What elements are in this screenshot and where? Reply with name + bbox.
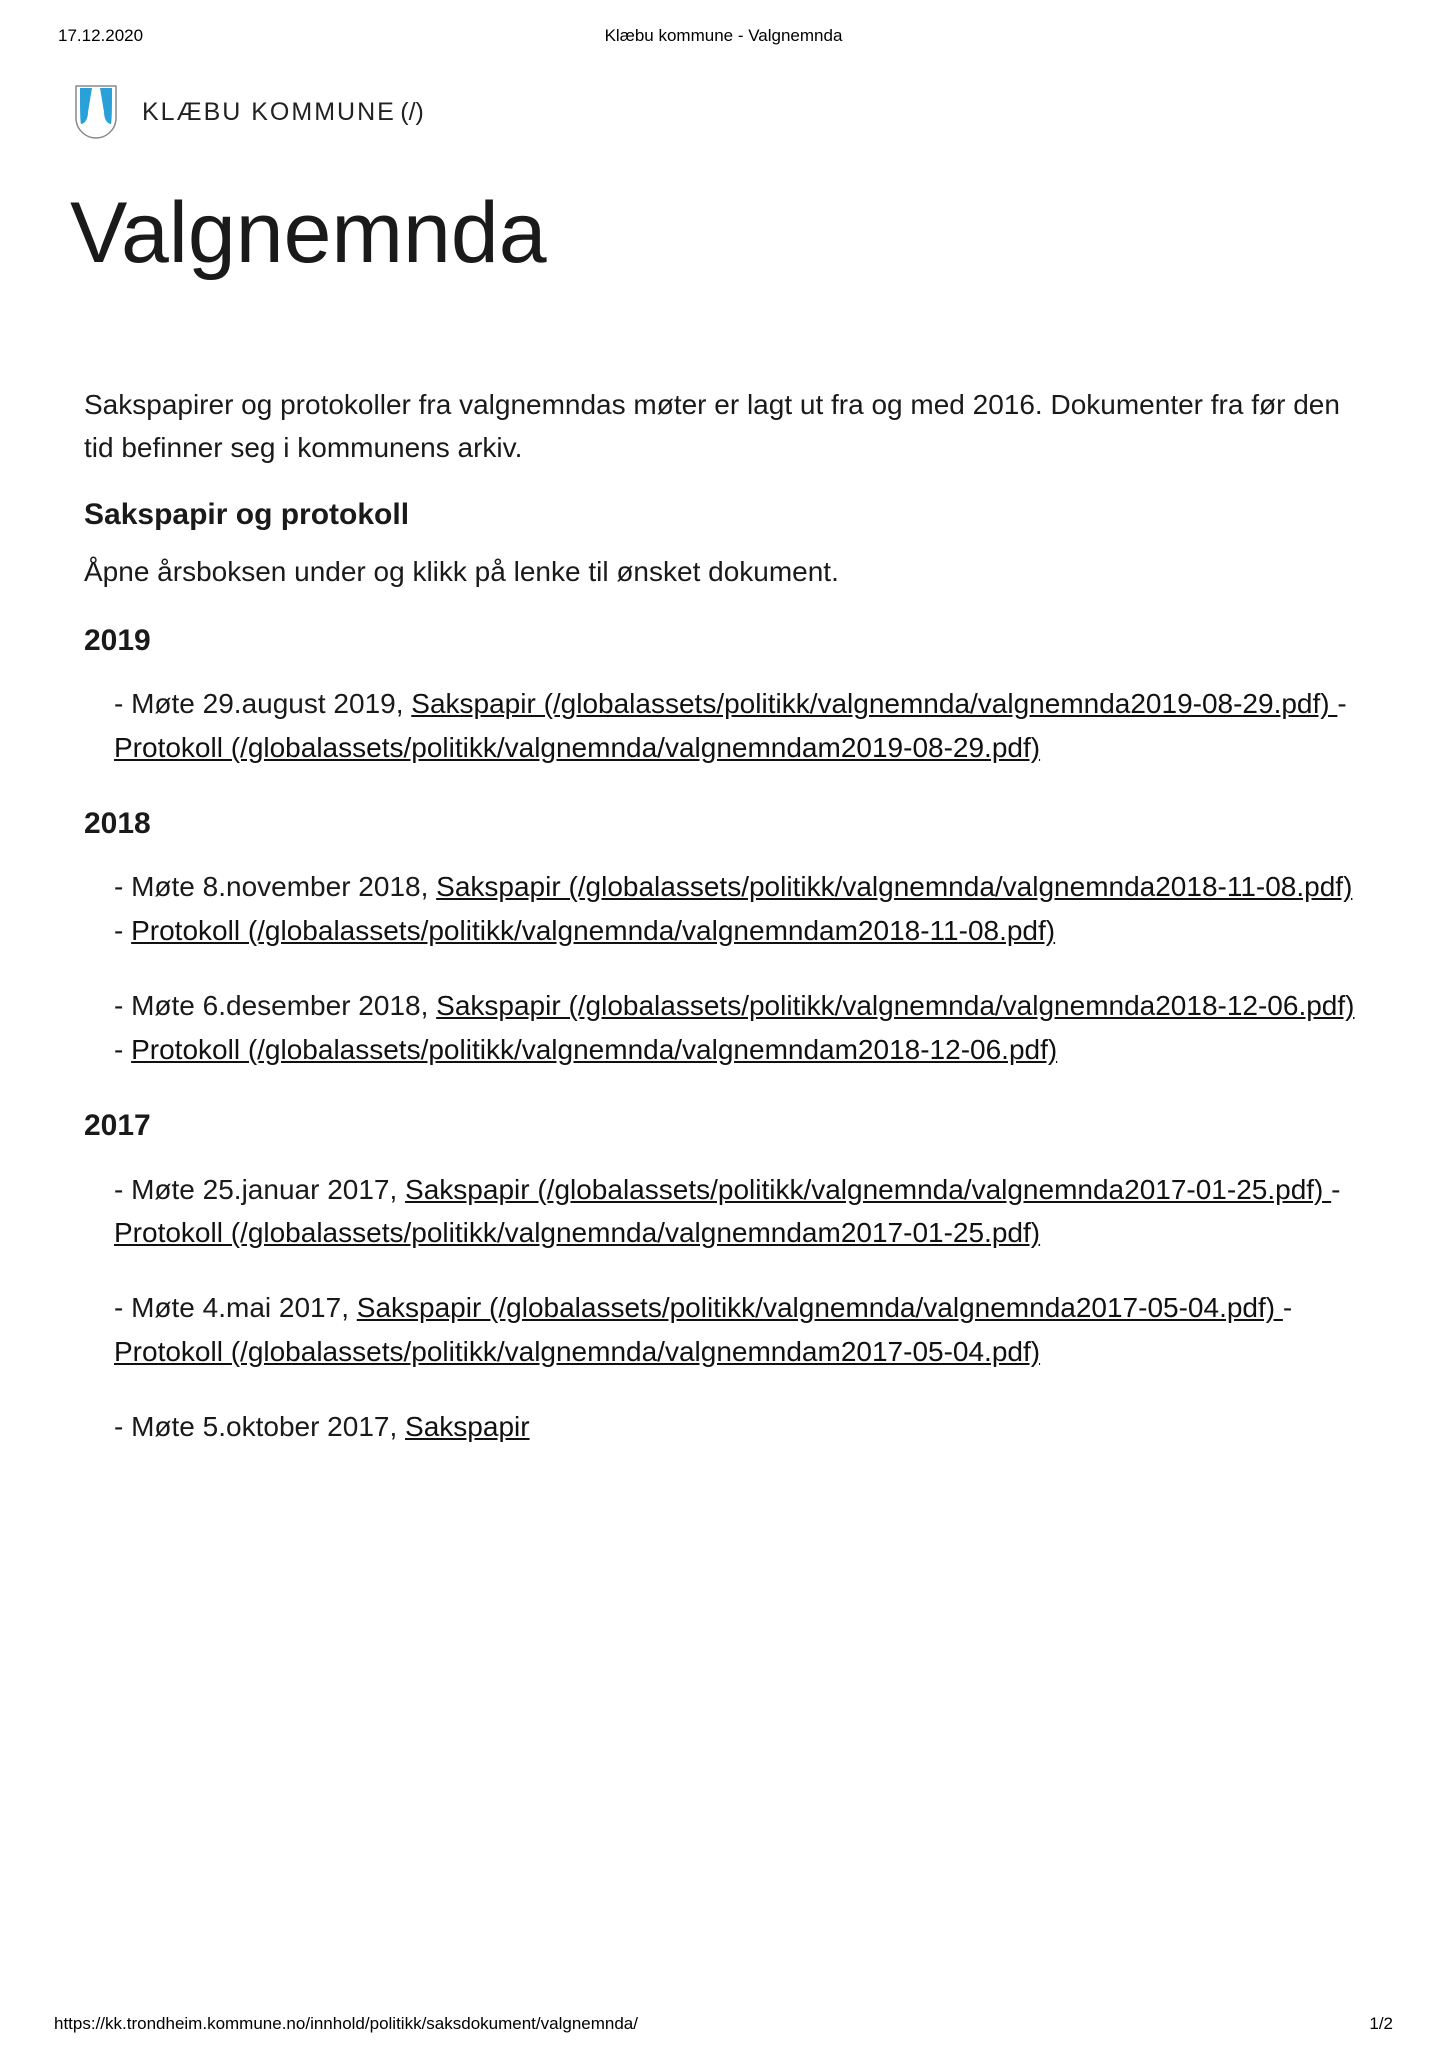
year-section: 2017 - Møte 25.januar 2017, Sakspapir (/g…: [84, 1103, 1363, 1448]
print-footer: https://kk.trondheim.kommune.no/innhold/…: [54, 2014, 1393, 2034]
meeting-item: - Møte 6.desember 2018, Sakspapir (/glob…: [114, 984, 1363, 1071]
meeting-item: - Møte 4.mai 2017, Sakspapir (/globalass…: [114, 1286, 1363, 1373]
meeting-item: - Møte 25.januar 2017, Sakspapir (/globa…: [114, 1168, 1363, 1255]
meeting-prefix: - Møte 25.januar 2017,: [114, 1174, 405, 1205]
year-section: 2019 - Møte 29.august 2019, Sakspapir (/g…: [84, 618, 1363, 769]
meeting-list: - Møte 8.november 2018, Sakspapir (/glob…: [114, 865, 1363, 1071]
meeting-list: - Møte 25.januar 2017, Sakspapir (/globa…: [114, 1168, 1363, 1449]
meeting-prefix: - Møte 6.desember 2018,: [114, 990, 436, 1021]
page-container: 17.12.2020 Klæbu kommune - Valgnemnda KL…: [0, 0, 1447, 2048]
separator: -: [1331, 1174, 1340, 1205]
page-title: Valgnemnda: [70, 184, 1393, 283]
meeting-item: - Møte 5.oktober 2017, Sakspapir: [114, 1405, 1363, 1448]
content-region: Sakspapirer og protokoller fra valgnemnd…: [84, 383, 1363, 1448]
separator: -: [1337, 688, 1346, 719]
year-heading: 2018: [84, 801, 1363, 848]
protokoll-link[interactable]: Protokoll (/globalassets/politikk/valgne…: [114, 1217, 1040, 1248]
shield-icon: [74, 84, 118, 140]
meeting-prefix: - Møte 29.august 2019,: [114, 688, 411, 719]
print-pagenum: 1/2: [1369, 2014, 1393, 2034]
year-heading: 2019: [84, 618, 1363, 665]
year-heading: 2017: [84, 1103, 1363, 1150]
instruction-text: Åpne årsboksen under og klikk på lenke t…: [84, 550, 1363, 593]
section-subhead: Sakspapir og protokoll: [84, 492, 1363, 539]
brand-row: KLÆBU KOMMUNE (/): [74, 84, 1393, 140]
meeting-prefix: - Møte 4.mai 2017,: [114, 1292, 357, 1323]
years-container: 2019 - Møte 29.august 2019, Sakspapir (/g…: [84, 618, 1363, 1449]
meeting-prefix: - Møte 5.oktober 2017,: [114, 1411, 405, 1442]
protokoll-link[interactable]: Protokoll (/globalassets/politikk/valgne…: [114, 1336, 1040, 1367]
brand-link[interactable]: KLÆBU KOMMUNE (/): [142, 98, 424, 127]
print-date: 17.12.2020: [58, 26, 143, 46]
print-url: https://kk.trondheim.kommune.no/innhold/…: [54, 2014, 638, 2034]
separator: -: [114, 1034, 131, 1065]
print-header: 17.12.2020 Klæbu kommune - Valgnemnda: [54, 26, 1393, 46]
sakspapir-link[interactable]: Sakspapir (/globalassets/politikk/valgne…: [411, 688, 1337, 719]
protokoll-link[interactable]: Protokoll (/globalassets/politikk/valgne…: [114, 732, 1040, 763]
brand-suffix: (/): [400, 98, 424, 126]
sakspapir-link[interactable]: Sakspapir (/globalassets/politikk/valgne…: [436, 990, 1354, 1021]
sakspapir-link[interactable]: Sakspapir (/globalassets/politikk/valgne…: [357, 1292, 1283, 1323]
meeting-prefix: - Møte 8.november 2018,: [114, 871, 436, 902]
separator: -: [1283, 1292, 1292, 1323]
protokoll-link[interactable]: Protokoll (/globalassets/politikk/valgne…: [131, 1034, 1057, 1065]
print-title: Klæbu kommune - Valgnemnda: [0, 26, 1447, 46]
sakspapir-link[interactable]: Sakspapir (/globalassets/politikk/valgne…: [405, 1174, 1331, 1205]
separator: -: [114, 915, 131, 946]
brand-name: KLÆBU KOMMUNE: [142, 98, 396, 126]
sakspapir-link[interactable]: Sakspapir: [405, 1411, 530, 1442]
intro-text: Sakspapirer og protokoller fra valgnemnd…: [84, 383, 1363, 470]
meeting-list: - Møte 29.august 2019, Sakspapir (/globa…: [114, 682, 1363, 769]
sakspapir-link[interactable]: Sakspapir (/globalassets/politikk/valgne…: [436, 871, 1352, 902]
protokoll-link[interactable]: Protokoll (/globalassets/politikk/valgne…: [131, 915, 1055, 946]
meeting-item: - Møte 29.august 2019, Sakspapir (/globa…: [114, 682, 1363, 769]
year-section: 2018 - Møte 8.november 2018, Sakspapir (/…: [84, 801, 1363, 1071]
meeting-item: - Møte 8.november 2018, Sakspapir (/glob…: [114, 865, 1363, 952]
